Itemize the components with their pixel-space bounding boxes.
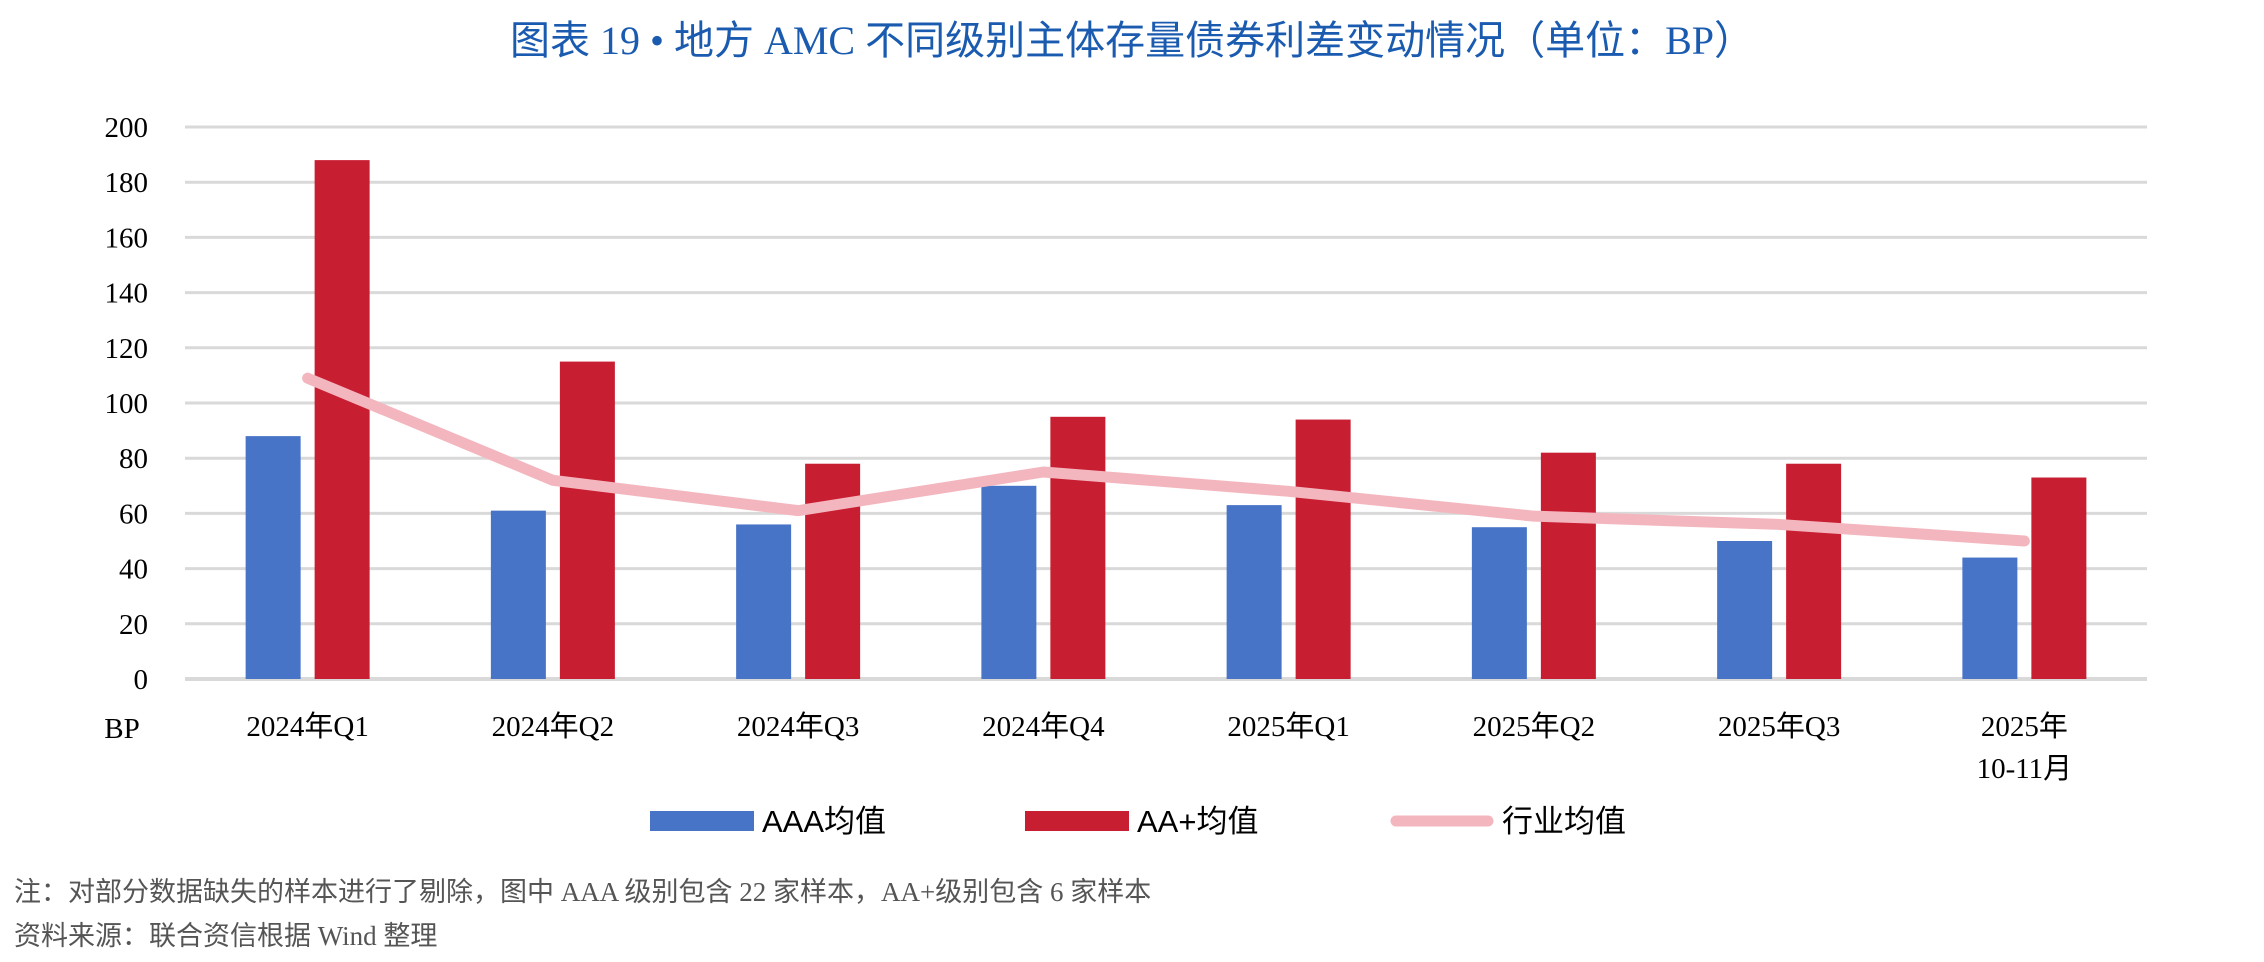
line-industry-average [302,372,2030,547]
x-tick-label: 2025年 [1981,710,2068,743]
bar-aaa [981,485,1037,679]
legend-swatch [1025,811,1129,831]
y-tick-label: 60 [119,498,148,530]
x-tick-label: 2024年Q4 [982,710,1105,743]
bar-aaa [1471,527,1527,679]
y-tick-label: 0 [134,664,149,696]
y-tick-label: 140 [105,278,149,310]
chart-title: 图表 19 • 地方 AMC 不同级别主体存量债券利差变动情况（单位：BP） [509,18,1755,63]
bar-aa-plus [805,463,861,679]
chart-source: 资料来源：联合资信根据 Wind 整理 [14,921,438,951]
chart-note: 注：对部分数据缺失的样本进行了剔除，图中 AAA 级别包含 22 家样本，AA+… [14,877,1152,907]
x-tick-label: 2024年Q1 [246,710,368,743]
x-tick-label: 2025年Q2 [1473,710,1595,743]
bar-aa-plus [1295,419,1351,679]
y-tick-label: 20 [119,609,148,641]
bar-aa-plus [559,361,615,679]
y-axis-label: BP [104,713,139,745]
legend-label: 行业均值 [1502,804,1626,839]
legend-label: AAA均值 [762,804,886,839]
x-tick-label: 2025年Q1 [1227,710,1349,743]
x-tick-label: 10-11月 [1977,753,2073,785]
y-tick-label: 120 [105,333,149,365]
y-tick-label: 200 [105,112,149,144]
y-tick-label: 40 [119,554,148,586]
bar-aa-plus [1786,463,1842,679]
x-tick-label: 2024年Q2 [492,710,614,743]
bar-aaa [245,436,301,679]
bar-aa-plus [1540,452,1596,679]
bar-aaa [1717,541,1773,679]
bar-aaa [736,524,792,679]
y-tick-label: 100 [105,388,149,420]
y-tick-label: 80 [119,443,148,475]
bar-aa-plus [1050,416,1106,679]
bar-aa-plus [2031,477,2087,679]
x-tick-label: 2025年Q3 [1718,710,1840,743]
bar-aaa [1226,505,1282,679]
y-tick-label: 160 [105,222,149,254]
bar-aaa [490,510,546,679]
x-tick-label: 2024年Q3 [737,710,859,743]
bar-aa-plus [314,160,370,679]
y-tick-label: 180 [105,167,149,199]
bar-aaa [1962,557,2018,679]
legend-label: AA+均值 [1137,804,1258,839]
legend-swatch [650,811,754,831]
